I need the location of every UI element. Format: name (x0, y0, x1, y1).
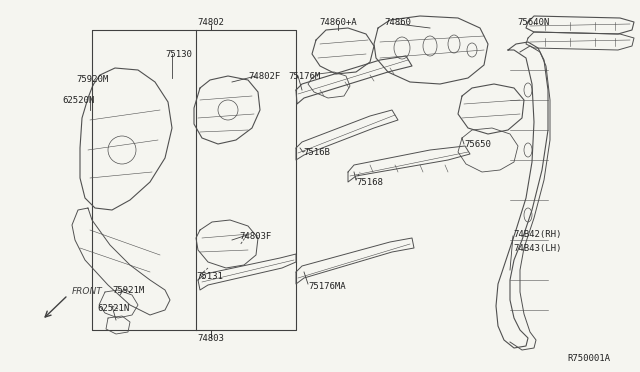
Text: 62520N: 62520N (62, 96, 94, 105)
Text: 74803: 74803 (198, 334, 225, 343)
Text: 75640N: 75640N (518, 18, 550, 27)
Text: 74860+A: 74860+A (319, 18, 357, 27)
Text: 75650: 75650 (464, 140, 491, 149)
Text: 74803F: 74803F (239, 232, 271, 241)
Text: 74802: 74802 (198, 18, 225, 27)
Text: 75176MA: 75176MA (308, 282, 346, 291)
Text: 7516B: 7516B (303, 148, 330, 157)
Text: 75131: 75131 (196, 272, 223, 281)
Text: 75176M: 75176M (288, 72, 320, 81)
Text: 75168: 75168 (356, 178, 383, 187)
Text: 75921M: 75921M (112, 286, 144, 295)
Text: 62521N: 62521N (97, 304, 129, 313)
Text: 74802F: 74802F (248, 72, 280, 81)
Text: FRONT: FRONT (72, 288, 103, 296)
Text: 75130: 75130 (165, 50, 192, 59)
Text: 74B42(RH): 74B42(RH) (513, 230, 561, 239)
Text: 75920M: 75920M (76, 75, 108, 84)
Text: R750001A: R750001A (567, 354, 610, 363)
Text: 74B43(LH): 74B43(LH) (513, 244, 561, 253)
Text: 74860: 74860 (385, 18, 412, 27)
